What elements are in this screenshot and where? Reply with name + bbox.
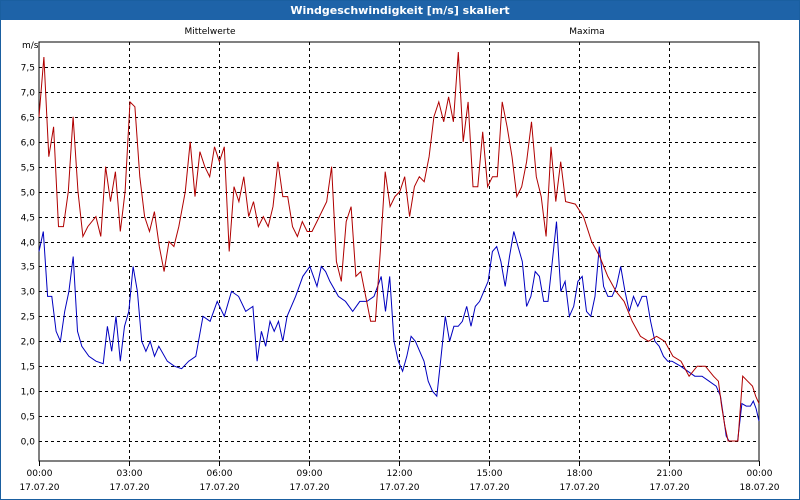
x-tick-date: 17.07.20 [649, 483, 689, 493]
y-tick-label: 0,5 [21, 413, 35, 423]
y-tick-label: 4,5 [21, 214, 35, 224]
x-tick-time: 18:00 [567, 469, 593, 479]
x-tick-time: 00:00 [27, 469, 53, 479]
y-tick-label: 3,5 [21, 263, 35, 273]
y-axis-label: m/s [22, 41, 39, 51]
y-tick-label: 4,0 [21, 239, 36, 249]
y-tick-label: 5,0 [21, 189, 36, 199]
y-tick-label: 2,0 [21, 338, 36, 348]
series-line-maxima [38, 51, 760, 442]
x-tick-date: 18.07.20 [739, 483, 779, 493]
x-tick-time: 12:00 [387, 469, 413, 479]
y-tick-label: 7,0 [21, 89, 36, 99]
x-tick-date: 17.07.20 [379, 483, 419, 493]
y-tick-label: 0,0 [21, 438, 36, 448]
x-tick-date: 17.07.20 [289, 483, 329, 493]
y-tick-label: 7,5 [21, 64, 35, 74]
grid-lines [39, 42, 759, 461]
series-line-mittelwerte [38, 221, 760, 442]
x-tick-time: 06:00 [207, 469, 233, 479]
x-tick-date: 17.07.20 [19, 483, 59, 493]
x-tick-date: 17.07.20 [559, 483, 599, 493]
x-tick-time: 15:00 [477, 469, 503, 479]
x-tick-time: 09:00 [297, 469, 323, 479]
x-tick-time: 03:00 [117, 469, 143, 479]
y-tick-label: 1,5 [21, 363, 35, 373]
y-tick-label: 6,5 [21, 114, 35, 124]
x-tick-date: 17.07.20 [199, 483, 239, 493]
window-title: Windgeschwindigkeit [m/s] skaliert [1, 1, 799, 20]
y-tick-label: 3,0 [21, 288, 36, 298]
x-tick-time: 00:00 [747, 469, 773, 479]
legend-maxima: Maxima [569, 27, 604, 37]
series-lines [38, 51, 760, 442]
y-tick-label: 5,5 [21, 164, 35, 174]
y-tick-label: 1,0 [21, 388, 36, 398]
wind-speed-chart: 0,0 0,5 1,0 1,5 2,0 2,5 3,0 3,5 4,0 4,5 5,0 5,5 6,0 6… [19, 27, 780, 493]
legend-mittelwerte: Mittelwerte [184, 27, 235, 37]
x-tick-time: 21:00 [657, 469, 683, 479]
x-tick-date: 17.07.20 [109, 483, 149, 493]
y-axis-ticks: 0,0 0,5 1,0 1,5 2,0 2,5 3,0 3,5 4,0 4,5 5,0 5,5 6,0 6… [21, 64, 36, 448]
y-tick-label: 2,5 [21, 313, 35, 323]
x-tick-date: 17.07.20 [469, 483, 509, 493]
x-axis-ticks: 00:00 17.07.20 03:00 17.07.20 06:00 17.07.20 0… [19, 461, 780, 493]
y-tick-label: 6,0 [21, 139, 36, 149]
